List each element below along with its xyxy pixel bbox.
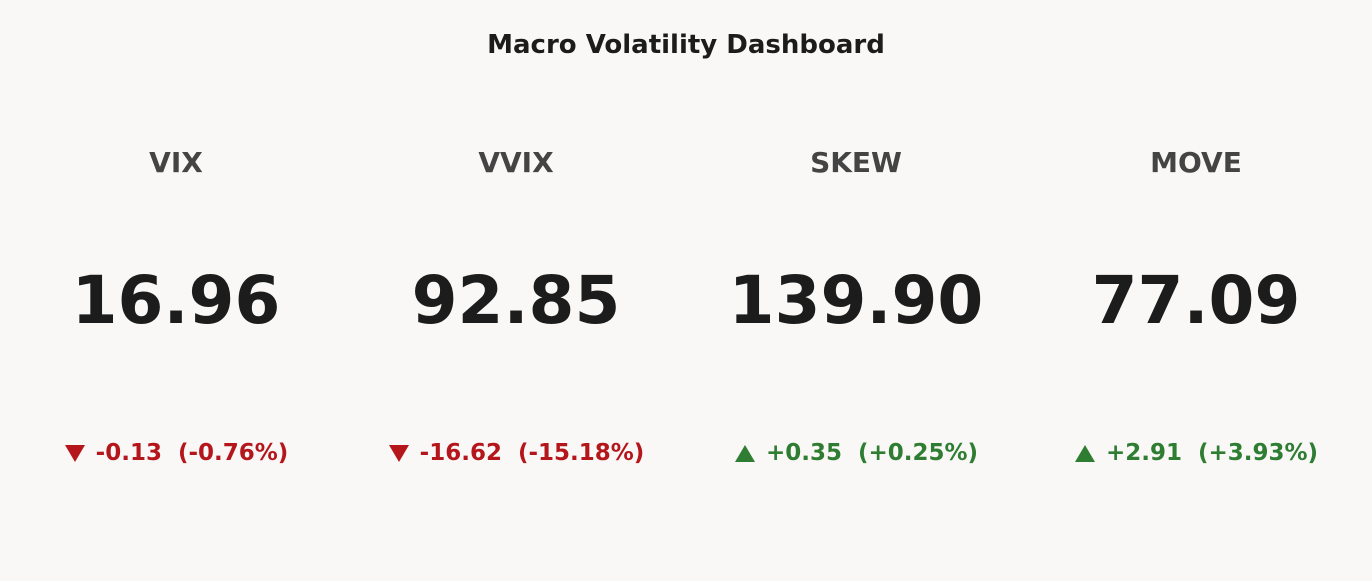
cards: VIX 16.96 -0.13 (-0.76%) VVIX 92.85 -16.62 (-15… — [6, 0, 1366, 581]
kpi-change: +2.91 (+3.93%) — [1026, 440, 1366, 466]
kpi-card: SKEW 139.90 +0.35 (+0.25%) — [686, 0, 1026, 581]
kpi-change: -16.62 (-15.18%) — [346, 440, 686, 466]
kpi-label: SKEW — [810, 146, 902, 179]
kpi-change: -0.13 (-0.76%) — [6, 440, 346, 466]
change-percent: (+3.93%) — [1197, 440, 1319, 466]
arrow-shape — [734, 445, 755, 462]
kpi-value: 16.96 — [71, 262, 281, 339]
kpi-label: VVIX — [478, 146, 554, 179]
trend-arrow — [388, 445, 409, 462]
arrow-shape — [64, 445, 85, 462]
change-value: +2.91 — [1105, 440, 1182, 466]
trend-arrow — [64, 445, 85, 462]
trend-arrow — [734, 445, 755, 462]
change-percent: (+0.25%) — [857, 440, 979, 466]
kpi-value: 139.90 — [728, 262, 984, 339]
kpi-change: +0.35 (+0.25%) — [686, 440, 1026, 466]
arrow-shape — [1074, 445, 1095, 462]
kpi-card: VVIX 92.85 -16.62 (-15.18%) — [346, 0, 686, 581]
arrow-shape — [388, 445, 409, 462]
change-percent: (-15.18%) — [517, 440, 645, 466]
kpi-card: MOVE 77.09 +2.91 (+3.93%) — [1026, 0, 1366, 581]
change-value: +0.35 — [765, 440, 842, 466]
dashboard-title: Macro Volatility Dashboard — [487, 30, 885, 60]
kpi-label: MOVE — [1150, 146, 1242, 179]
change-value: -16.62 — [419, 440, 502, 466]
kpi-label: VIX — [149, 146, 203, 179]
change-percent: (-0.76%) — [177, 440, 289, 466]
kpi-card: VIX 16.96 -0.13 (-0.76%) — [6, 0, 346, 581]
change-value: -0.13 — [95, 440, 162, 466]
trend-arrow — [1074, 445, 1095, 462]
kpi-value: 77.09 — [1091, 262, 1301, 339]
kpi-value: 92.85 — [411, 262, 621, 339]
